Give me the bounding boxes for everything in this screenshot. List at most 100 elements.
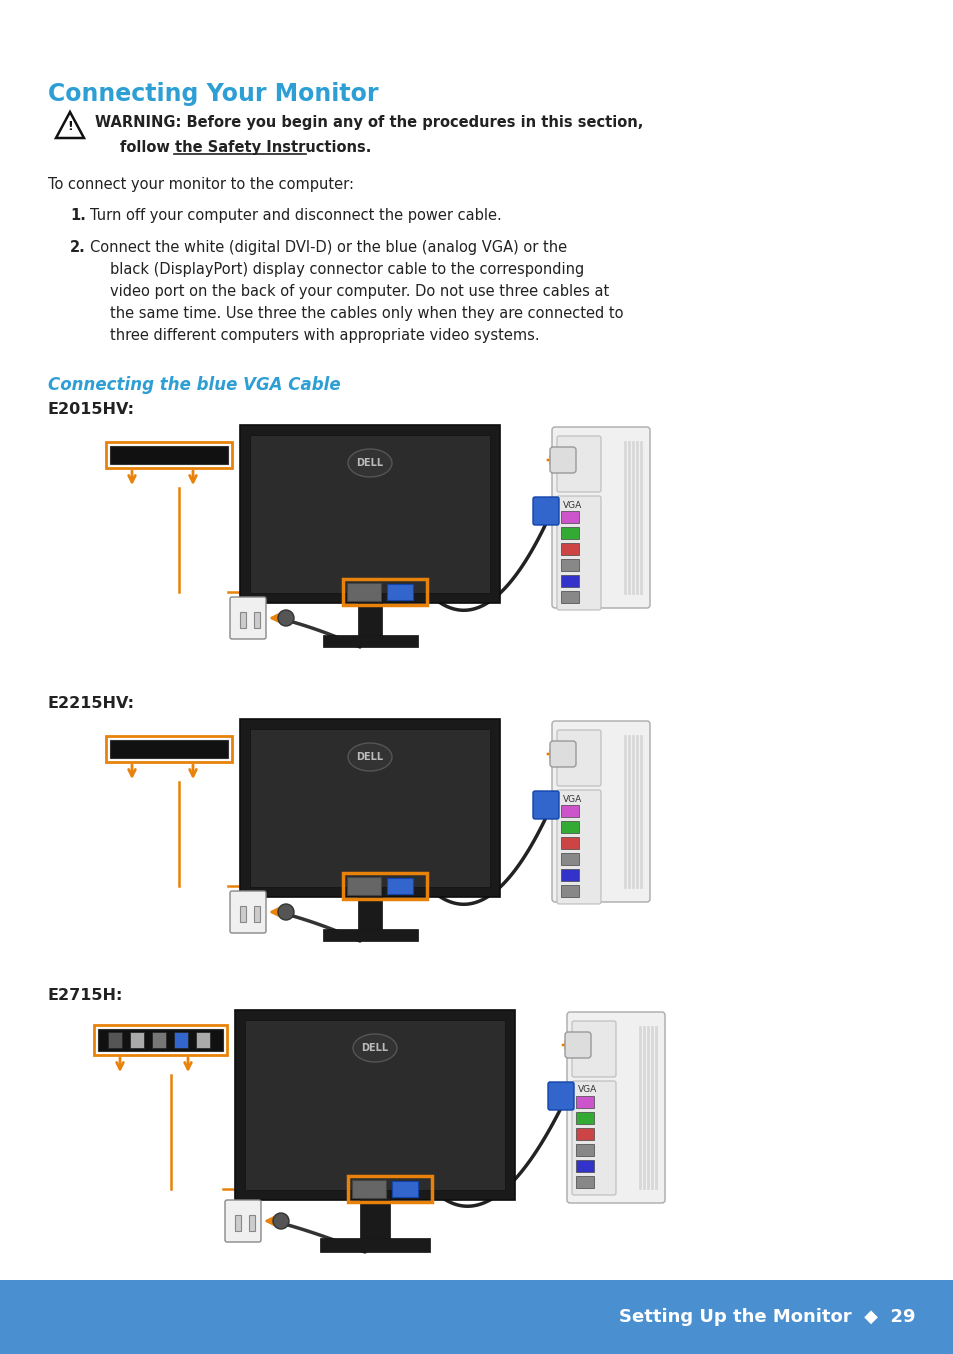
- FancyBboxPatch shape: [533, 497, 558, 525]
- Ellipse shape: [348, 743, 392, 770]
- FancyBboxPatch shape: [552, 720, 649, 902]
- Text: video port on the back of your computer. Do not use three cables at: video port on the back of your computer.…: [110, 284, 609, 299]
- Bar: [319, 1238, 430, 1252]
- Text: VGA: VGA: [578, 1086, 597, 1094]
- Bar: [195, 1032, 210, 1048]
- Bar: [560, 869, 578, 881]
- FancyBboxPatch shape: [572, 1080, 616, 1196]
- Bar: [560, 510, 578, 523]
- Bar: [343, 580, 427, 605]
- Text: !: !: [67, 121, 72, 134]
- Bar: [560, 527, 578, 539]
- Bar: [173, 1032, 188, 1048]
- Bar: [576, 1112, 594, 1124]
- FancyBboxPatch shape: [557, 496, 600, 611]
- Bar: [576, 1144, 594, 1156]
- Text: VGA: VGA: [562, 795, 581, 803]
- Text: Setting Up the Monitor  ◆  29: Setting Up the Monitor ◆ 29: [618, 1308, 915, 1326]
- FancyBboxPatch shape: [566, 1011, 664, 1202]
- FancyBboxPatch shape: [557, 730, 600, 787]
- FancyBboxPatch shape: [572, 1021, 616, 1076]
- Bar: [250, 728, 490, 887]
- Bar: [240, 612, 246, 628]
- Bar: [347, 877, 380, 895]
- Text: Connect the white (digital DVI-D) or the blue (analog VGA) or the: Connect the white (digital DVI-D) or the…: [90, 240, 566, 255]
- Text: To connect your monitor to the computer:: To connect your monitor to the computer:: [48, 177, 354, 192]
- Bar: [106, 441, 232, 468]
- Bar: [249, 1215, 254, 1231]
- Bar: [576, 1177, 594, 1187]
- Bar: [245, 1020, 504, 1190]
- Circle shape: [277, 611, 294, 626]
- Bar: [560, 821, 578, 833]
- Bar: [560, 886, 578, 896]
- Bar: [108, 1032, 122, 1048]
- Bar: [387, 584, 413, 600]
- Text: DELL: DELL: [356, 458, 383, 468]
- Bar: [106, 737, 232, 762]
- Bar: [560, 806, 578, 816]
- FancyBboxPatch shape: [533, 791, 558, 819]
- Bar: [250, 435, 490, 593]
- Ellipse shape: [348, 450, 392, 477]
- Bar: [343, 873, 427, 899]
- Text: the same time. Use three the cables only when they are connected to: the same time. Use three the cables only…: [110, 306, 623, 321]
- Bar: [0, 1280, 953, 1354]
- Bar: [240, 906, 246, 922]
- FancyBboxPatch shape: [547, 1082, 574, 1110]
- Bar: [352, 1179, 386, 1198]
- Text: WARNING: Before you begin any of the procedures in this section,: WARNING: Before you begin any of the pro…: [95, 115, 642, 130]
- Circle shape: [277, 904, 294, 919]
- Bar: [98, 1029, 223, 1051]
- FancyBboxPatch shape: [230, 891, 266, 933]
- Bar: [152, 1032, 166, 1048]
- Circle shape: [273, 1213, 289, 1229]
- Text: Connecting Your Monitor: Connecting Your Monitor: [48, 83, 378, 106]
- Bar: [347, 584, 380, 601]
- FancyBboxPatch shape: [552, 427, 649, 608]
- FancyBboxPatch shape: [557, 789, 600, 904]
- Bar: [392, 1181, 417, 1197]
- Text: DELL: DELL: [361, 1043, 388, 1053]
- Bar: [560, 837, 578, 849]
- Text: DELL: DELL: [356, 751, 383, 762]
- FancyBboxPatch shape: [557, 436, 600, 492]
- Bar: [576, 1128, 594, 1140]
- Bar: [560, 575, 578, 588]
- Bar: [234, 1215, 241, 1231]
- FancyBboxPatch shape: [564, 1032, 590, 1057]
- Bar: [357, 887, 381, 929]
- Bar: [357, 593, 381, 635]
- Bar: [253, 612, 260, 628]
- Bar: [240, 719, 499, 896]
- FancyBboxPatch shape: [230, 597, 266, 639]
- Bar: [348, 1177, 432, 1202]
- Bar: [323, 635, 417, 647]
- Bar: [359, 1190, 390, 1238]
- Bar: [130, 1032, 144, 1048]
- Text: E2715H:: E2715H:: [48, 988, 123, 1003]
- FancyBboxPatch shape: [550, 741, 576, 766]
- FancyBboxPatch shape: [550, 447, 576, 473]
- Bar: [253, 906, 260, 922]
- FancyBboxPatch shape: [225, 1200, 261, 1242]
- Bar: [94, 1025, 227, 1055]
- Text: VGA: VGA: [562, 501, 581, 509]
- Text: 2.: 2.: [70, 240, 86, 255]
- Text: black (DisplayPort) display connector cable to the corresponding: black (DisplayPort) display connector ca…: [110, 263, 583, 278]
- Bar: [234, 1010, 515, 1200]
- Bar: [387, 877, 413, 894]
- Bar: [560, 853, 578, 865]
- Text: Connecting the blue VGA Cable: Connecting the blue VGA Cable: [48, 376, 340, 394]
- Bar: [240, 425, 499, 603]
- Text: 1.: 1.: [70, 209, 86, 223]
- Bar: [560, 543, 578, 555]
- Bar: [576, 1095, 594, 1108]
- Ellipse shape: [353, 1034, 396, 1062]
- Bar: [560, 590, 578, 603]
- Bar: [576, 1160, 594, 1173]
- Bar: [110, 445, 228, 464]
- Text: follow the Safety Instructions.: follow the Safety Instructions.: [120, 139, 371, 154]
- Bar: [110, 741, 228, 758]
- Bar: [323, 929, 417, 941]
